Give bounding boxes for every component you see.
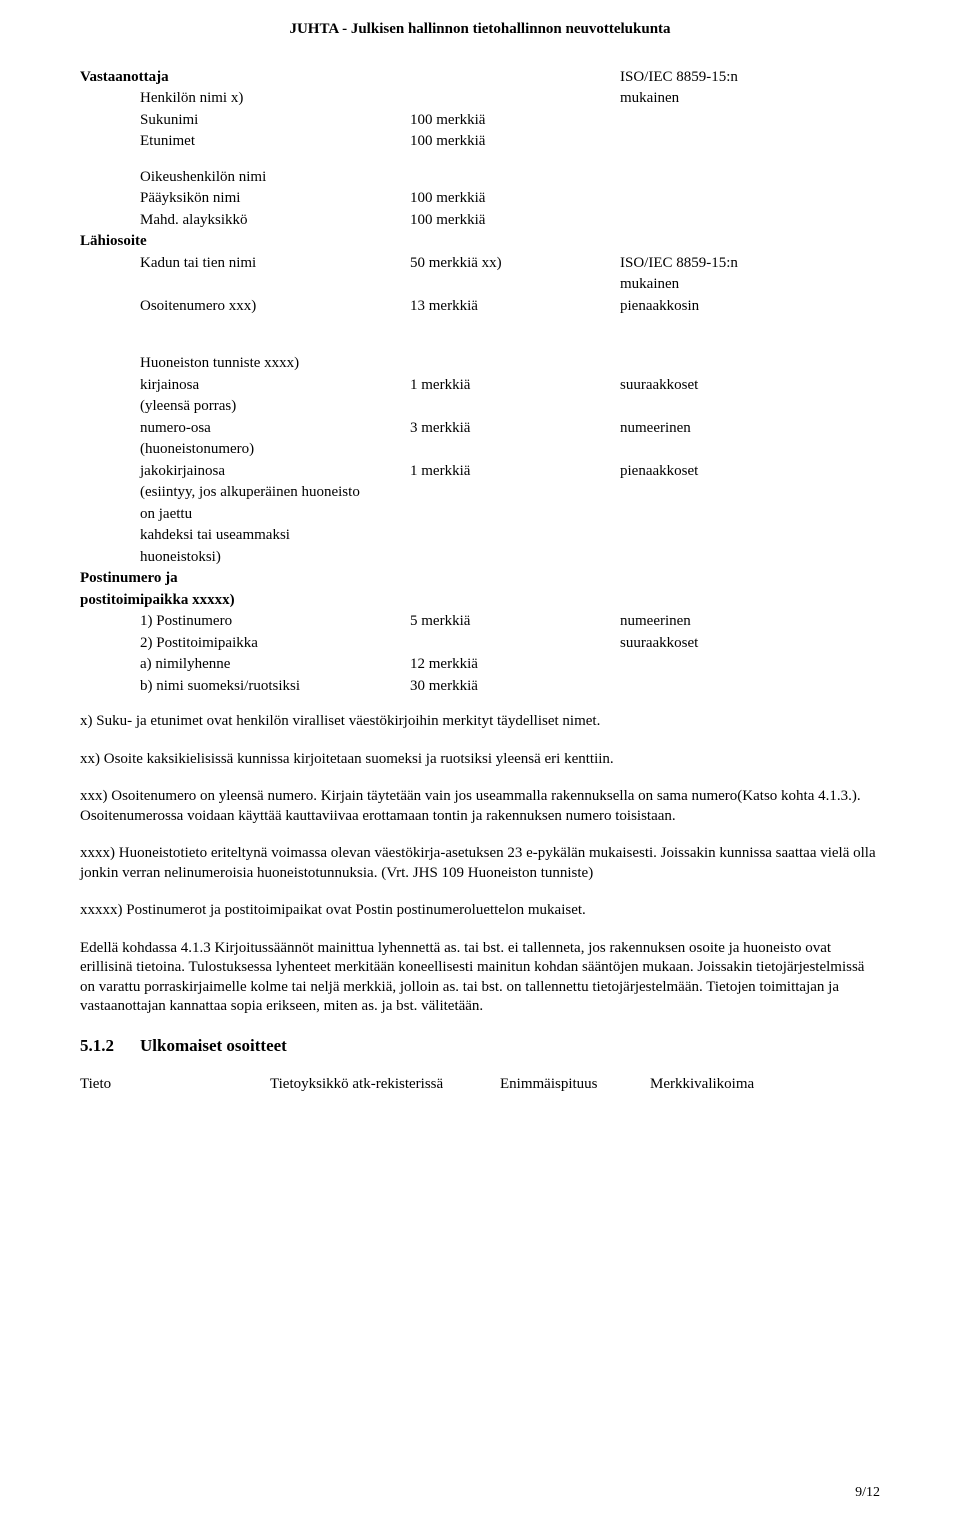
kadun-row: Kadun tai tien nimi 50 merkkiä xx) ISO/I… (80, 254, 880, 274)
vastaanottaja-label: Vastaanottaja (80, 68, 410, 88)
osoitenumero-right: pienaakkosin (620, 297, 830, 317)
kirjainosa-row: kirjainosa 1 merkkiä suuraakkoset (80, 376, 880, 396)
footer-tietoyksikko: Tietoyksikkö atk-rekisterissä (270, 1075, 500, 1095)
footer-merkkivalikoima: Merkkivalikoima (650, 1075, 800, 1095)
numero-osa-len: 3 merkkiä (410, 419, 620, 439)
postinumero-label1: Postinumero ja (80, 569, 410, 589)
esiintyy1-row: (esiintyy, jos alkuperäinen huoneisto (80, 483, 880, 503)
jakokirjainosa-charset: pienaakkoset (620, 462, 830, 482)
paayksikon-label: Pääyksikön nimi (80, 189, 410, 209)
esiintyy2: on jaettu (80, 505, 410, 525)
jakokirjainosa-row: jakokirjainosa 1 merkkiä pienaakkoset (80, 462, 880, 482)
mahd-alayksikko-label: Mahd. alayksikkö (80, 211, 410, 231)
jakokirjainosa-len: 1 merkkiä (410, 462, 620, 482)
note-xxxxx: xxxxx) Postinumerot ja postitoimipaikat … (80, 901, 880, 921)
esiintyy3-row: kahdeksi tai useammaksi (80, 526, 880, 546)
empty (410, 68, 620, 88)
sukunimi-len: 100 merkkiä (410, 111, 620, 131)
empty (620, 132, 830, 152)
numero-osa-label: numero-osa (80, 419, 410, 439)
empty (410, 634, 620, 654)
note-xxxx: xxxx) Huoneistotieto eriteltynä voimassa… (80, 844, 880, 883)
kadun-right2: mukainen (620, 275, 830, 295)
nimi-suomeksi-row: b) nimi suomeksi/ruotsiksi 30 merkkiä (80, 677, 880, 697)
esiintyy1: (esiintyy, jos alkuperäinen huoneisto (80, 483, 410, 503)
osoitenumero-label: Osoitenumero xxx) (80, 297, 410, 317)
page-number: 9/12 (855, 1484, 880, 1502)
huoneistonumero-row: (huoneistonumero) (80, 440, 880, 460)
note-x: x) Suku- ja etunimet ovat henkilön viral… (80, 712, 880, 732)
kadun-right1: ISO/IEC 8859-15:n (620, 254, 830, 274)
note-xxx: xxx) Osoitenumero on yleensä numero. Kir… (80, 787, 880, 826)
mahd-alayksikko-row: Mahd. alayksikkö 100 merkkiä (80, 211, 880, 231)
nimilyhenne-len: 12 merkkiä (410, 655, 620, 675)
postitoimipaikka-row: 2) Postitoimipaikka suuraakkoset (80, 634, 880, 654)
esiintyy2-row: on jaettu (80, 505, 880, 525)
huoneisto-header-row: Huoneiston tunniste xxxx) (80, 354, 880, 374)
lahiosoite-label-row: Lähiosoite (80, 232, 880, 252)
henkilon-nimi: Henkilön nimi x) (80, 89, 410, 109)
etunimet-row: Etunimet 100 merkkiä (80, 132, 880, 152)
postitoimipaikka-label: 2) Postitoimipaikka (80, 634, 410, 654)
postinumero-item-charset: numeerinen (620, 612, 830, 632)
postitoimipaikka-charset: suuraakkoset (620, 634, 830, 654)
postinumero-label1-row: Postinumero ja (80, 569, 880, 589)
iso-line1: ISO/IEC 8859-15:n (620, 68, 830, 88)
postinumero-item-len: 5 merkkiä (410, 612, 620, 632)
kadun-row2: mukainen (80, 275, 880, 295)
note-xx: xx) Osoite kaksikielisissä kunnissa kirj… (80, 750, 880, 770)
numero-osa-charset: numeerinen (620, 419, 830, 439)
empty (80, 275, 410, 295)
huoneistonumero: (huoneistonumero) (80, 440, 410, 460)
vastaanottaja-row: Vastaanottaja ISO/IEC 8859-15:n (80, 68, 880, 88)
footer-table-header: Tieto Tietoyksikkö atk-rekisterissä Enim… (80, 1075, 880, 1095)
empty (620, 111, 830, 131)
empty (410, 275, 620, 295)
mahd-alayksikko-len: 100 merkkiä (410, 211, 620, 231)
paayksikon-len: 100 merkkiä (410, 189, 620, 209)
kirjainosa-len: 1 merkkiä (410, 376, 620, 396)
osoitenumero-len: 13 merkkiä (410, 297, 620, 317)
numero-osa-row: numero-osa 3 merkkiä numeerinen (80, 419, 880, 439)
sukunimi-label: Sukunimi (80, 111, 410, 131)
subsection-number: 5.1.2 (80, 1035, 140, 1057)
page-header-title: JUHTA - Julkisen hallinnon tietohallinno… (80, 20, 880, 40)
nimi-suomeksi-label: b) nimi suomeksi/ruotsiksi (80, 677, 410, 697)
footer-enimmaispituus: Enimmäispituus (500, 1075, 650, 1095)
etunimet-label: Etunimet (80, 132, 410, 152)
kadun-label: Kadun tai tien nimi (80, 254, 410, 274)
esiintyy4: huoneistoksi) (80, 548, 410, 568)
nimi-suomeksi-len: 30 merkkiä (410, 677, 620, 697)
esiintyy4-row: huoneistoksi) (80, 548, 880, 568)
nimilyhenne-label: a) nimilyhenne (80, 655, 410, 675)
paayksikon-row: Pääyksikön nimi 100 merkkiä (80, 189, 880, 209)
yleen-porras: (yleensä porras) (80, 397, 410, 417)
iso-line2: mukainen (620, 89, 830, 109)
postinumero-label2-row: postitoimipaikka xxxxx) (80, 591, 880, 611)
postinumero-label2: postitoimipaikka xxxxx) (80, 591, 410, 611)
note-edella: Edellä kohdassa 4.1.3 Kirjoitussäännöt m… (80, 939, 880, 1017)
lahiosoite-label: Lähiosoite (80, 232, 410, 252)
oikeushenkilon-row: Oikeushenkilön nimi (80, 168, 880, 188)
kadun-len: 50 merkkiä xx) (410, 254, 620, 274)
jakokirjainosa-label: jakokirjainosa (80, 462, 410, 482)
yleen-porras-row: (yleensä porras) (80, 397, 880, 417)
huoneisto-header: Huoneiston tunniste xxxx) (80, 354, 410, 374)
kirjainosa-label: kirjainosa (80, 376, 410, 396)
nimilyhenne-row: a) nimilyhenne 12 merkkiä (80, 655, 880, 675)
footer-tieto: Tieto (80, 1075, 270, 1095)
kirjainosa-charset: suuraakkoset (620, 376, 830, 396)
subsection-title: Ulkomaiset osoitteet (140, 1035, 287, 1057)
osoitenumero-row: Osoitenumero xxx) 13 merkkiä pienaakkosi… (80, 297, 880, 317)
oikeushenkilon-nimi: Oikeushenkilön nimi (80, 168, 410, 188)
postinumero-item-label: 1) Postinumero (80, 612, 410, 632)
etunimet-len: 100 merkkiä (410, 132, 620, 152)
vastaanottaja-row2: Henkilön nimi x) mukainen (80, 89, 880, 109)
postinumero-row: 1) Postinumero 5 merkkiä numeerinen (80, 612, 880, 632)
esiintyy3: kahdeksi tai useammaksi (80, 526, 410, 546)
empty (410, 89, 620, 109)
subsection-heading: 5.1.2 Ulkomaiset osoitteet (80, 1035, 880, 1057)
sukunimi-row: Sukunimi 100 merkkiä (80, 111, 880, 131)
